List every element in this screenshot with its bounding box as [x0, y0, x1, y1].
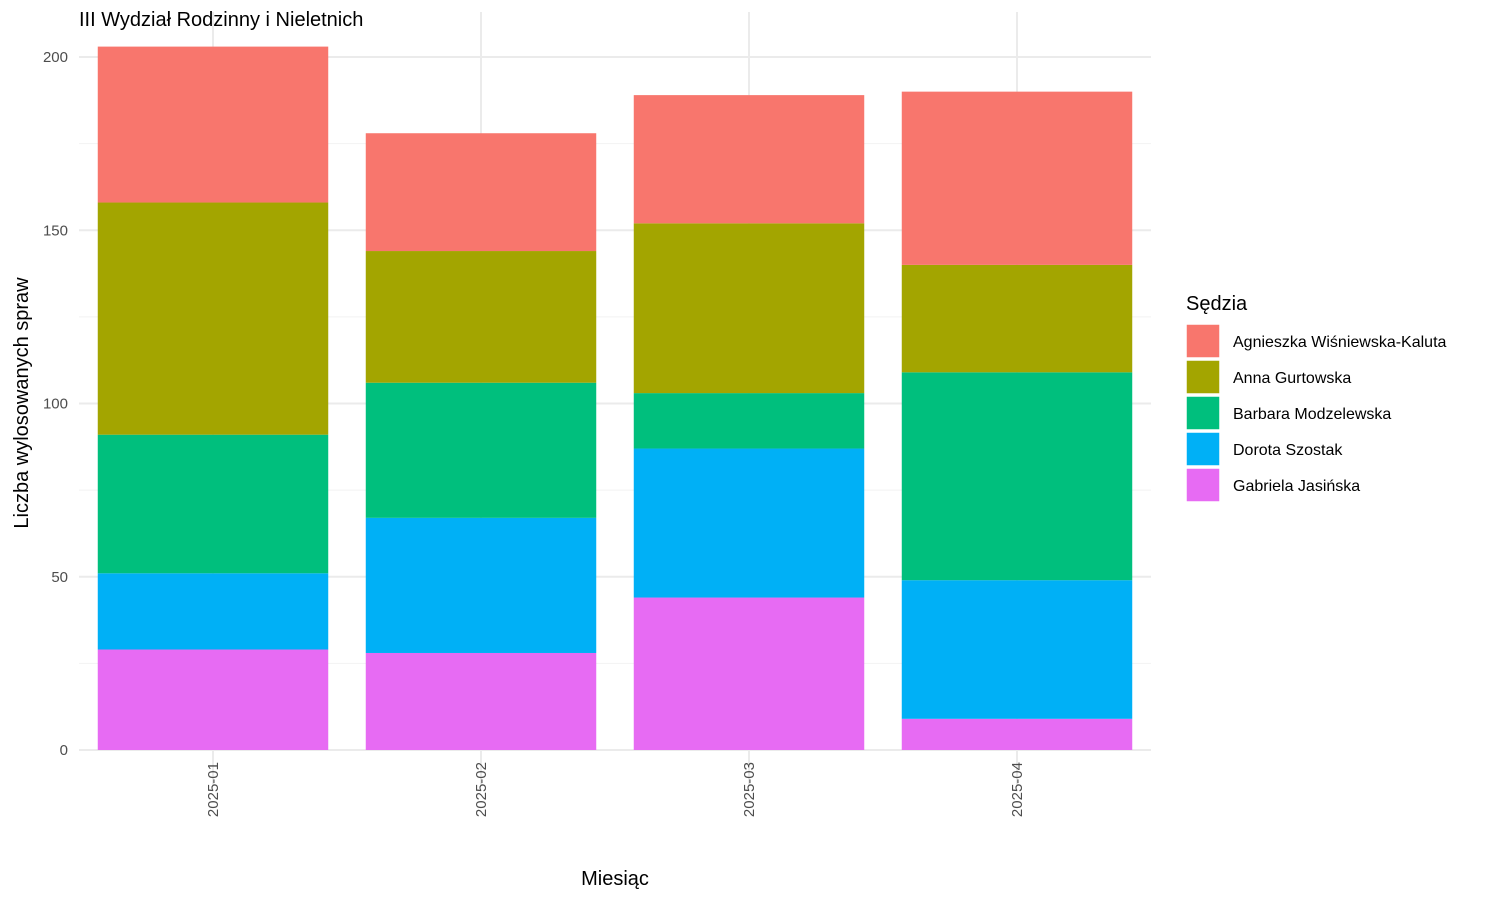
- legend-title: Sędzia: [1186, 293, 1248, 315]
- bar-segment: [365, 133, 597, 252]
- legend-label: Barbara Modzelewska: [1233, 406, 1391, 423]
- x-tick-label: 2025-02: [473, 762, 490, 817]
- bars: [97, 46, 1133, 750]
- legend: Sędzia Agnieszka Wiśniewska-Kaluta Anna G…: [1185, 293, 1447, 503]
- y-tick-label: 0: [60, 742, 68, 759]
- y-axis-title: Liczba wylosowanych spraw: [11, 277, 33, 529]
- bar-segment: [633, 223, 865, 394]
- x-tick-label: 2025-01: [205, 762, 222, 817]
- bar-segment: [633, 95, 865, 224]
- y-tick-label: 100: [43, 396, 68, 413]
- x-axis-ticks: 2025-01 2025-02 2025-03 2025-04: [205, 762, 1026, 817]
- bar-segment: [97, 573, 329, 650]
- y-tick-label: 200: [43, 49, 68, 66]
- bar-segment: [901, 91, 1133, 265]
- bar-segment: [901, 372, 1133, 581]
- bar-segment: [901, 718, 1133, 750]
- bar-segment: [365, 652, 597, 750]
- legend-label: Dorota Szostak: [1233, 442, 1343, 459]
- legend-swatch: [1185, 395, 1221, 431]
- legend-swatch: [1185, 359, 1221, 395]
- bar-segment: [365, 251, 597, 383]
- chart-title: III Wydział Rodzinny i Nieletnich: [79, 9, 363, 31]
- legend-label: Gabriela Jasińska: [1233, 478, 1360, 495]
- bar-segment: [901, 264, 1133, 373]
- bar-segment: [633, 597, 865, 750]
- bar-segment: [97, 649, 329, 750]
- bar-segment: [365, 517, 597, 653]
- bar-segment: [365, 382, 597, 518]
- bar-segment: [633, 393, 865, 449]
- legend-swatch: [1185, 467, 1221, 503]
- bar-segment: [97, 202, 329, 435]
- bar-segment: [901, 580, 1133, 719]
- legend-swatch: [1185, 431, 1221, 467]
- y-tick-label: 50: [51, 569, 68, 586]
- legend-label: Anna Gurtowska: [1233, 370, 1351, 387]
- y-tick-label: 150: [43, 222, 68, 239]
- x-tick-label: 2025-03: [741, 762, 758, 817]
- bar-segment: [633, 448, 865, 598]
- x-tick-label: 2025-04: [1009, 762, 1026, 817]
- y-axis-ticks: 0 50 100 150 200: [43, 49, 68, 759]
- legend-label: Agnieszka Wiśniewska-Kaluta: [1233, 334, 1447, 351]
- x-axis-title: Miesiąc: [581, 868, 649, 890]
- legend-swatch: [1185, 323, 1221, 359]
- bar-segment: [97, 46, 329, 203]
- bar-segment: [97, 434, 329, 574]
- legend-items: Agnieszka Wiśniewska-Kaluta Anna Gurtowsk…: [1185, 323, 1447, 503]
